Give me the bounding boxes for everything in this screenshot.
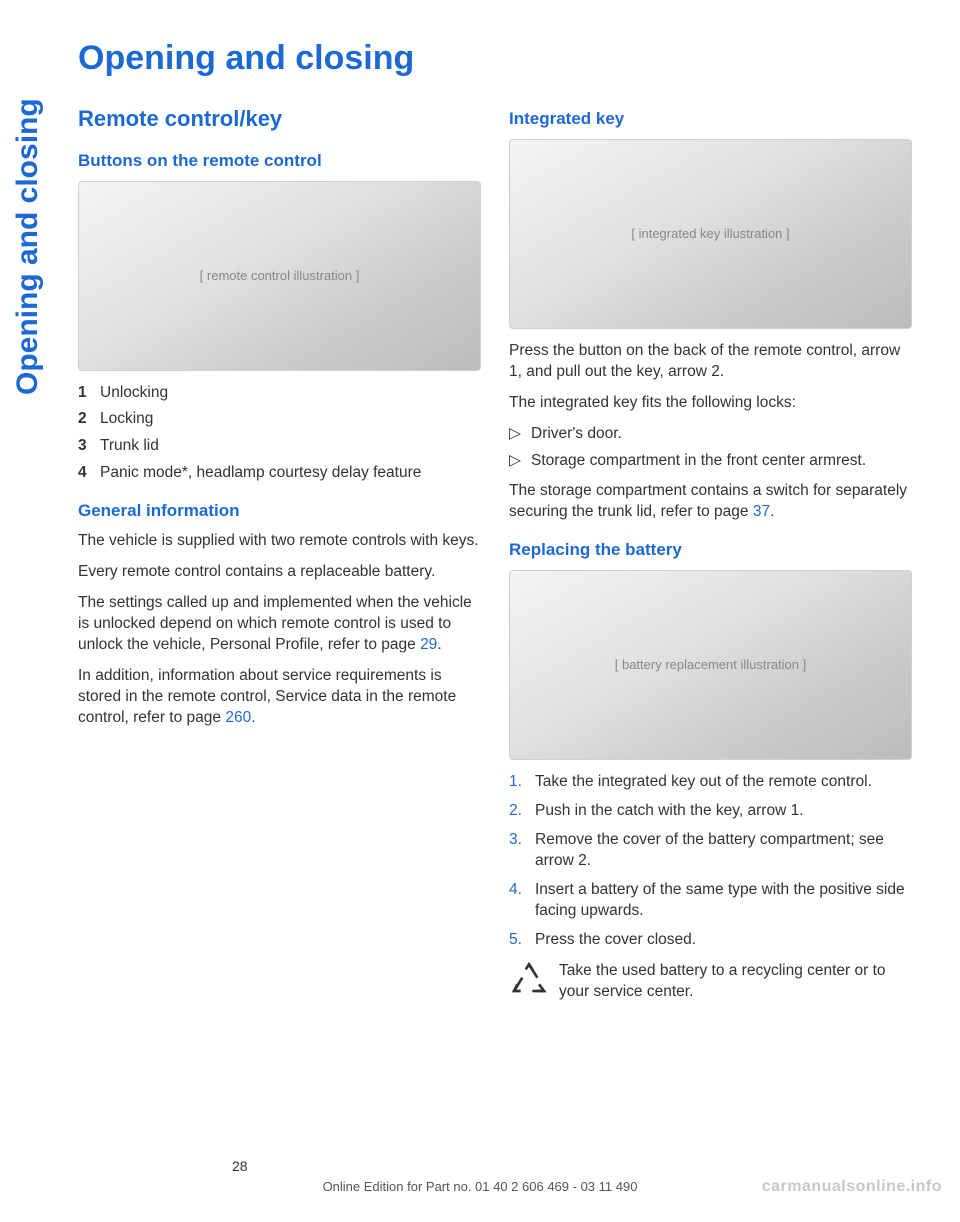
page-number: 28: [232, 1157, 248, 1176]
paragraph: The integrated key fits the following lo…: [509, 393, 912, 414]
step-text: Take the integrated key out of the remot…: [535, 772, 872, 793]
right-column: Integrated key [ integrated key illustra…: [509, 104, 912, 1003]
paragraph: The settings called up and implemented w…: [78, 593, 481, 656]
step-number: 3.: [509, 830, 535, 872]
paragraph: Every remote control contains a replacea…: [78, 562, 481, 583]
bullet-icon: ▷: [509, 424, 531, 445]
paragraph: The vehicle is supplied with two remote …: [78, 531, 481, 552]
heading-replacing-battery: Replacing the battery: [509, 539, 912, 562]
heading-remote-control: Remote control/key: [78, 104, 481, 134]
step-text: Press the cover closed.: [535, 930, 696, 951]
left-column: Remote control/key Buttons on the remote…: [78, 104, 481, 1003]
heading-buttons: Buttons on the remote control: [78, 150, 481, 173]
step-number: 5.: [509, 930, 535, 951]
step-number: 4.: [509, 880, 535, 922]
list-item: ▷Storage compartment in the front center…: [509, 451, 912, 472]
item-label: Locking: [100, 409, 153, 430]
list-item: 2Locking: [78, 409, 481, 430]
paragraph: The storage compartment contains a switc…: [509, 481, 912, 523]
recycle-note: Take the used battery to a recycling cen…: [509, 961, 912, 1003]
item-label: Trunk lid: [100, 436, 159, 457]
heading-general-info: General information: [78, 500, 481, 523]
button-list: 1Unlocking 2Locking 3Trunk lid 4Panic mo…: [78, 383, 481, 485]
item-label: Unlocking: [100, 383, 168, 404]
paragraph: Press the button on the back of the remo…: [509, 341, 912, 383]
locks-list: ▷Driver's door. ▷Storage compartment in …: [509, 424, 912, 472]
step-number: 2.: [509, 801, 535, 822]
figure-battery: [ battery replacement illustration ]: [509, 570, 912, 760]
item-label: Driver's door.: [531, 424, 622, 445]
list-item: 1.Take the integrated key out of the rem…: [509, 772, 912, 793]
step-text: Push in the catch with the key, arrow 1.: [535, 801, 804, 822]
step-number: 1.: [509, 772, 535, 793]
list-item: 1Unlocking: [78, 383, 481, 404]
watermark: carmanualsonline.info: [762, 1176, 942, 1198]
sidebar-section-label: Opening and closing: [8, 98, 49, 395]
steps-list: 1.Take the integrated key out of the rem…: [509, 772, 912, 950]
page-reference[interactable]: 29: [420, 636, 437, 653]
list-item: 2.Push in the catch with the key, arrow …: [509, 801, 912, 822]
page-reference[interactable]: 37: [753, 503, 770, 520]
figure-integrated-key: [ integrated key illustration ]: [509, 139, 912, 329]
recycle-text: Take the used battery to a recycling cen…: [559, 961, 912, 1003]
item-label: Storage compartment in the front center …: [531, 451, 866, 472]
page-title: Opening and closing: [78, 36, 912, 82]
item-label: Panic mode*, headlamp courtesy delay fea…: [100, 463, 421, 484]
paragraph: In addition, information about service r…: [78, 666, 481, 729]
figure-remote-control: [ remote control illustration ]: [78, 181, 481, 371]
heading-integrated-key: Integrated key: [509, 108, 912, 131]
step-text: Insert a battery of the same type with t…: [535, 880, 912, 922]
list-item: 5.Press the cover closed.: [509, 930, 912, 951]
page-reference[interactable]: 260: [225, 709, 251, 726]
list-item: 3Trunk lid: [78, 436, 481, 457]
step-text: Remove the cover of the battery compart­…: [535, 830, 912, 872]
list-item: 3.Remove the cover of the battery compar…: [509, 830, 912, 872]
item-number: 1: [78, 383, 100, 404]
recycle-icon: [509, 961, 549, 1001]
bullet-icon: ▷: [509, 451, 531, 472]
item-number: 2: [78, 409, 100, 430]
page-content: Opening and closing Remote control/key B…: [0, 0, 960, 1003]
item-number: 4: [78, 463, 100, 484]
list-item: 4.Insert a battery of the same type with…: [509, 880, 912, 922]
list-item: ▷Driver's door.: [509, 424, 912, 445]
item-number: 3: [78, 436, 100, 457]
list-item: 4Panic mode*, headlamp courtesy delay fe…: [78, 463, 481, 484]
